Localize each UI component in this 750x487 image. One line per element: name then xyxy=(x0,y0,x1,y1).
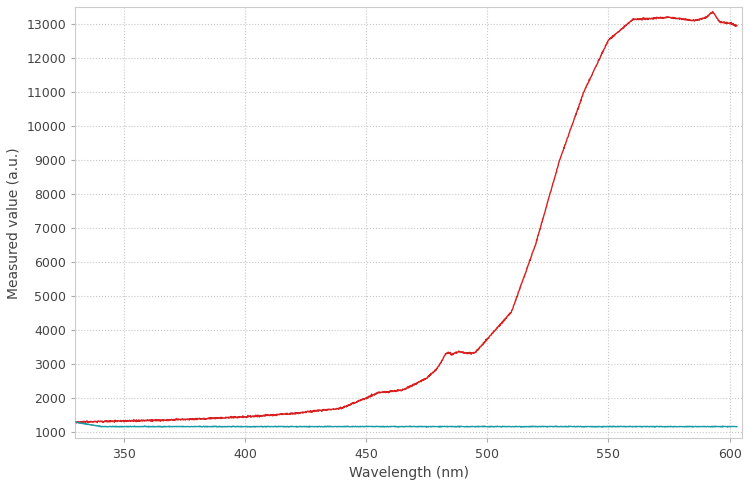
X-axis label: Wavelength (nm): Wavelength (nm) xyxy=(349,466,469,480)
Y-axis label: Measured value (a.u.): Measured value (a.u.) xyxy=(7,147,21,299)
